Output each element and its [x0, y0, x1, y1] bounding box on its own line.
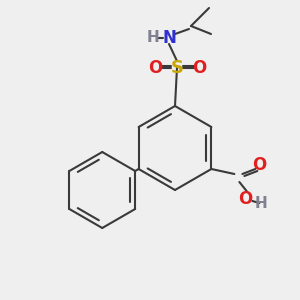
Text: N: N [162, 29, 176, 47]
Text: O: O [238, 190, 253, 208]
Text: H: H [255, 196, 268, 211]
Text: O: O [192, 59, 206, 77]
Text: S: S [170, 59, 184, 77]
Text: O: O [148, 59, 162, 77]
Text: O: O [252, 156, 266, 174]
Text: H: H [147, 31, 159, 46]
